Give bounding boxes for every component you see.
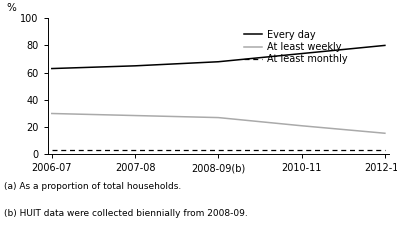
At least weekly xyxy=(216,116,221,119)
Every day xyxy=(49,67,54,70)
Every day xyxy=(383,44,387,47)
At least monthly xyxy=(383,148,387,151)
Text: (a) As a proportion of total households.: (a) As a proportion of total households. xyxy=(4,182,181,191)
At least monthly xyxy=(299,148,304,151)
At least weekly xyxy=(383,132,387,135)
Every day xyxy=(216,60,221,63)
Line: Every day: Every day xyxy=(52,45,385,69)
At least weekly xyxy=(299,124,304,127)
Text: %: % xyxy=(7,3,17,13)
Line: At least weekly: At least weekly xyxy=(52,114,385,133)
Every day xyxy=(299,52,304,55)
Text: (b) HUIT data were collected biennially from 2008-09.: (b) HUIT data were collected biennially … xyxy=(4,209,248,218)
At least monthly xyxy=(49,148,54,151)
At least weekly xyxy=(49,112,54,115)
At least monthly xyxy=(133,148,137,151)
Every day xyxy=(133,64,137,67)
At least monthly xyxy=(216,148,221,151)
At least weekly xyxy=(133,114,137,117)
Legend: Every day, At least weekly, At least monthly: Every day, At least weekly, At least mon… xyxy=(240,26,351,68)
